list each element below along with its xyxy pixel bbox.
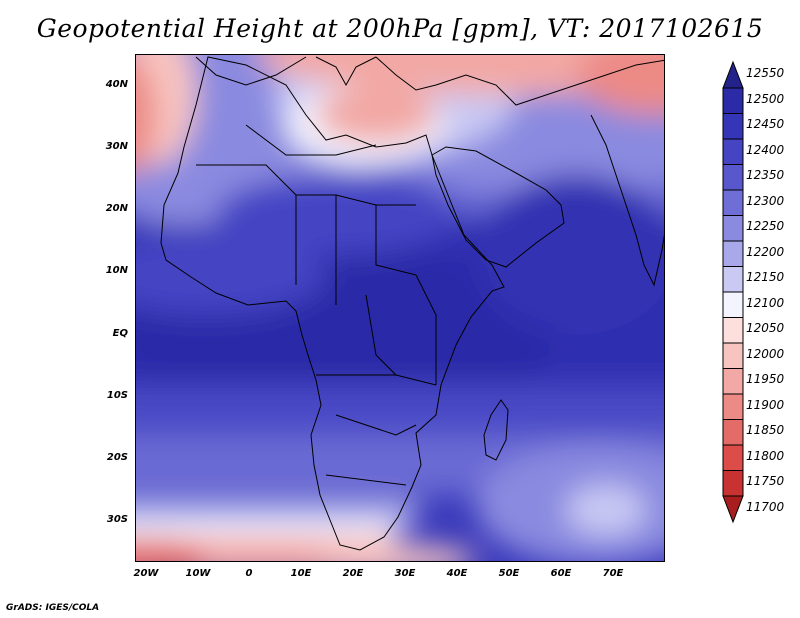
colorbar-segment: [722, 164, 744, 191]
colorbar-segment: [722, 444, 744, 471]
colorbar-segment: [722, 138, 744, 165]
colorbar-level-label: 11750: [746, 474, 785, 488]
arabia-coast: [431, 146, 565, 268]
colorbar-level-label: 11900: [746, 397, 785, 412]
italy-coast: [315, 56, 377, 87]
colorbar-segment: [722, 113, 744, 140]
colorbar-top-arrow: [722, 60, 744, 89]
colorbar-segment: [722, 240, 744, 267]
lon-label-30e: 30E: [394, 568, 416, 579]
colorbar-level-label: 12300: [746, 193, 785, 208]
lon-label-50e: 50E: [498, 568, 520, 579]
colorbar-level-label: 11700: [746, 499, 785, 514]
lat-label-eq: EQ: [112, 328, 128, 339]
colorbar-level-label: 11800: [746, 448, 785, 463]
field-bands: [136, 55, 664, 561]
colorbar-level-label: 12250: [746, 219, 785, 233]
colorbar-segment: [722, 87, 744, 114]
colorbar-segment: [722, 342, 744, 369]
lat-label-20s: 20S: [106, 452, 128, 463]
madagascar-coast: [483, 399, 509, 461]
colorbar-segment: [722, 393, 744, 420]
coastlines: [160, 56, 664, 551]
lat-label-10n: 10N: [105, 265, 128, 276]
colorbar-level-label: 11950: [746, 372, 785, 386]
border-north: [245, 124, 377, 156]
lat-label-30s: 30S: [106, 514, 128, 525]
colorbar-level-label: 12150: [746, 270, 785, 284]
colorbar-level-label: 12050: [746, 321, 785, 335]
border-sahel-2: [295, 195, 417, 305]
colorbar-bottom-arrow: [722, 495, 744, 524]
colorbar-level-label: 12450: [746, 117, 785, 131]
lat-label-30n: 30N: [105, 141, 128, 152]
lon-label-10w: 10W: [185, 568, 211, 579]
map-plot-area: [135, 54, 665, 562]
colorbar-level-label: 12000: [746, 346, 785, 361]
colorbar-level-label: 12550: [746, 66, 785, 80]
lon-label-60e: 60E: [550, 568, 572, 579]
colorbar-segment: [722, 470, 744, 497]
colorbar-segment: [722, 317, 744, 344]
africa-coast: [160, 56, 505, 551]
footer-credit: GrADS: IGES/COLA: [6, 603, 100, 613]
colorbar-segment: [722, 266, 744, 293]
colorbar-level-label: 11850: [746, 423, 785, 437]
colorbar-level-label: 12200: [746, 244, 785, 259]
iberia-coast: [195, 56, 307, 86]
colorbar: [722, 60, 744, 524]
colorbar-level-label: 12100: [746, 295, 785, 310]
lon-label-20w: 20W: [133, 568, 159, 579]
colorbar-level-label: 12400: [746, 142, 785, 157]
colorbar-segment: [722, 189, 744, 216]
border-sahel-1: [196, 164, 416, 206]
chart-title: Geopotential Height at 200hPa [gpm], VT:…: [36, 14, 764, 43]
lon-label-70e: 70E: [602, 568, 624, 579]
border-central: [365, 274, 437, 385]
lon-label-40e: 40E: [446, 568, 468, 579]
map-svg: [136, 55, 664, 561]
colorbar-segment: [722, 368, 744, 395]
india-coast: [590, 114, 664, 287]
colorbar-segment: [722, 291, 744, 318]
eastmed-coast: [375, 56, 664, 106]
colorbar-segment: [722, 419, 744, 446]
lon-label-0: 0: [245, 568, 253, 579]
colorbar-level-label: 12500: [746, 91, 785, 106]
lat-label-10s: 10S: [106, 390, 128, 401]
colorbar-level-label: 12350: [746, 168, 785, 182]
lat-label-40n: 40N: [105, 79, 128, 90]
lon-label-20e: 20E: [342, 568, 364, 579]
lon-label-10e: 10E: [290, 568, 312, 579]
colorbar-segment: [722, 215, 744, 242]
lat-label-20n: 20N: [105, 203, 128, 214]
